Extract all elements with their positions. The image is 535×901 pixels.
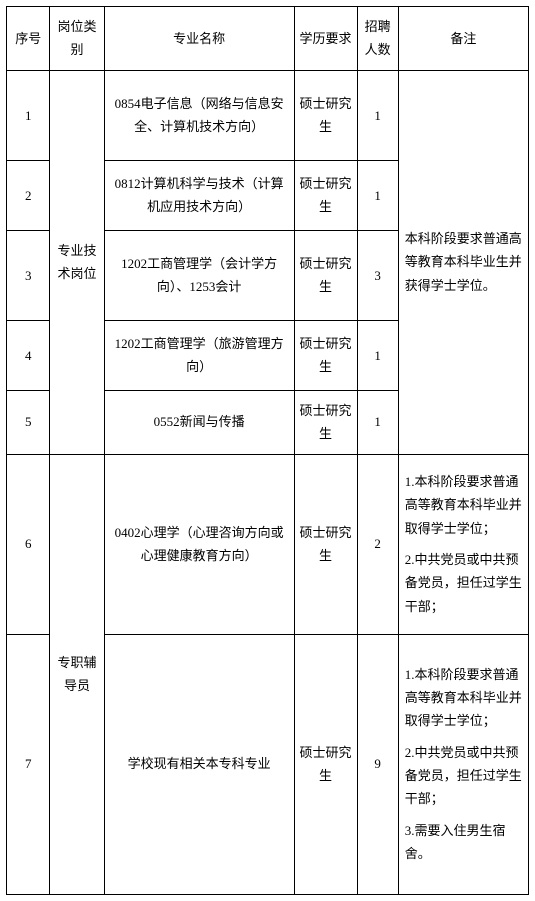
header-major: 专业名称 xyxy=(104,7,294,71)
cell-seq: 1 xyxy=(7,70,50,160)
cell-edu: 硕士研究生 xyxy=(294,390,357,454)
cell-major: 0552新闻与传播 xyxy=(104,390,294,454)
cell-major: 1202工商管理学（会计学方向）、1253会计 xyxy=(104,230,294,320)
header-remark: 备注 xyxy=(398,7,528,71)
cell-count: 1 xyxy=(357,70,398,160)
remark-item: 3.需要入住男生宿舍。 xyxy=(405,819,522,866)
cell-count: 1 xyxy=(357,160,398,230)
table-row: 1 专业技术岗位 0854电子信息（网络与信息安全、计算机技术方向） 硕士研究生… xyxy=(7,70,529,160)
header-category: 岗位类别 xyxy=(50,7,104,71)
cell-category-professional: 专业技术岗位 xyxy=(50,70,104,454)
cell-edu: 硕士研究生 xyxy=(294,160,357,230)
cell-remark-3: 1.本科阶段要求普通高等教育本科毕业并取得学士学位； 2.中共党员或中共预备党员… xyxy=(398,634,528,894)
cell-seq: 5 xyxy=(7,390,50,454)
cell-major: 1202工商管理学（旅游管理方向） xyxy=(104,320,294,390)
remark-item: 2.中共党员或中共预备党员，担任过学生干部； xyxy=(405,548,522,618)
remark-item: 1.本科阶段要求普通高等教育本科毕业并取得学士学位； xyxy=(405,470,522,540)
cell-count: 3 xyxy=(357,230,398,320)
cell-edu: 硕士研究生 xyxy=(294,454,357,634)
header-row: 序号 岗位类别 专业名称 学历要求 招聘人数 备注 xyxy=(7,7,529,71)
cell-count: 1 xyxy=(357,320,398,390)
cell-remark-2: 1.本科阶段要求普通高等教育本科毕业并取得学士学位； 2.中共党员或中共预备党员… xyxy=(398,454,528,634)
cell-count: 9 xyxy=(357,634,398,894)
cell-seq: 7 xyxy=(7,634,50,894)
cell-edu: 硕士研究生 xyxy=(294,320,357,390)
cell-major: 0812计算机科学与技术（计算机应用技术方向） xyxy=(104,160,294,230)
remark-item: 2.中共党员或中共预备党员，担任过学生干部； xyxy=(405,741,522,811)
cell-remark-1: 本科阶段要求普通高等教育本科毕业生并获得学士学位。 xyxy=(398,70,528,454)
recruitment-table: 序号 岗位类别 专业名称 学历要求 招聘人数 备注 1 专业技术岗位 0854电… xyxy=(6,6,529,895)
cell-major: 0854电子信息（网络与信息安全、计算机技术方向） xyxy=(104,70,294,160)
cell-edu: 硕士研究生 xyxy=(294,230,357,320)
cell-seq: 6 xyxy=(7,454,50,634)
header-seq: 序号 xyxy=(7,7,50,71)
table-row: 6 专职辅导员 0402心理学（心理咨询方向或心理健康教育方向） 硕士研究生 2… xyxy=(7,454,529,634)
cell-count: 1 xyxy=(357,390,398,454)
cell-edu: 硕士研究生 xyxy=(294,634,357,894)
cell-category-counselor: 专职辅导员 xyxy=(50,454,104,894)
cell-seq: 3 xyxy=(7,230,50,320)
cell-count: 2 xyxy=(357,454,398,634)
header-education: 学历要求 xyxy=(294,7,357,71)
remark-item: 1.本科阶段要求普通高等教育本科毕业并取得学士学位； xyxy=(405,663,522,733)
cell-major: 0402心理学（心理咨询方向或心理健康教育方向） xyxy=(104,454,294,634)
cell-seq: 2 xyxy=(7,160,50,230)
cell-seq: 4 xyxy=(7,320,50,390)
cell-major: 学校现有相关本专科专业 xyxy=(104,634,294,894)
header-count: 招聘人数 xyxy=(357,7,398,71)
cell-edu: 硕士研究生 xyxy=(294,70,357,160)
